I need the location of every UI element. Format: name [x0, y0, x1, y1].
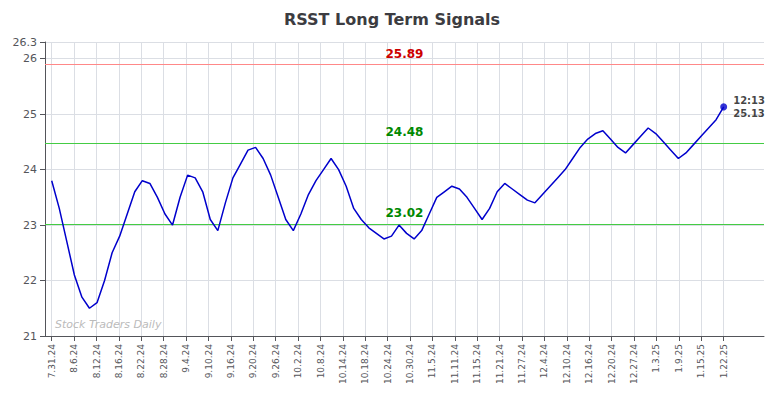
svg-text:9.26.24: 9.26.24	[271, 344, 281, 379]
svg-text:26.3: 26.3	[13, 36, 38, 49]
svg-text:10.8.24: 10.8.24	[316, 344, 326, 379]
svg-text:10.24.24: 10.24.24	[383, 344, 393, 384]
svg-text:11.5.24: 11.5.24	[427, 344, 437, 379]
svg-text:1.15.25: 1.15.25	[696, 344, 706, 378]
svg-text:1.3.25: 1.3.25	[651, 344, 661, 373]
svg-text:8.12.24: 8.12.24	[92, 344, 102, 379]
svg-text:10.14.24: 10.14.24	[338, 344, 348, 384]
svg-text:8.22.24: 8.22.24	[136, 344, 146, 379]
svg-text:9.16.24: 9.16.24	[226, 344, 236, 379]
svg-text:10.2.24: 10.2.24	[293, 344, 303, 379]
svg-text:11.15.24: 11.15.24	[472, 344, 482, 384]
svg-text:1.9.25: 1.9.25	[674, 344, 684, 373]
svg-text:25.13: 25.13	[733, 108, 765, 119]
svg-text:12.10.24: 12.10.24	[562, 344, 572, 384]
svg-text:9.10.24: 9.10.24	[204, 344, 214, 379]
svg-text:12:13: 12:13	[733, 95, 765, 106]
svg-text:24.48: 24.48	[386, 125, 424, 139]
svg-text:10.18.24: 10.18.24	[360, 344, 370, 384]
svg-text:12.16.24: 12.16.24	[584, 344, 594, 384]
svg-text:9.4.24: 9.4.24	[181, 344, 191, 373]
svg-text:25: 25	[23, 108, 37, 121]
svg-text:8.28.24: 8.28.24	[159, 344, 169, 379]
svg-text:23.02: 23.02	[386, 206, 424, 220]
svg-text:12.4.24: 12.4.24	[539, 344, 549, 379]
svg-text:7.31.24: 7.31.24	[47, 344, 57, 379]
svg-text:24: 24	[23, 163, 37, 176]
svg-text:21: 21	[23, 330, 37, 343]
svg-text:8.16.24: 8.16.24	[114, 344, 124, 379]
svg-text:RSST Long Term Signals: RSST Long Term Signals	[284, 10, 500, 29]
svg-text:26: 26	[23, 52, 37, 65]
svg-text:11.27.24: 11.27.24	[517, 344, 527, 384]
svg-text:12.27.24: 12.27.24	[629, 344, 639, 384]
svg-text:25.89: 25.89	[386, 47, 424, 61]
svg-text:Stock Traders Daily: Stock Traders Daily	[55, 318, 162, 331]
svg-text:23: 23	[23, 219, 37, 232]
svg-text:10.30.24: 10.30.24	[405, 344, 415, 384]
svg-text:8.6.24: 8.6.24	[69, 344, 79, 373]
svg-text:11.21.24: 11.21.24	[495, 344, 505, 384]
svg-text:9.20.24: 9.20.24	[248, 344, 258, 379]
svg-text:12.20.24: 12.20.24	[607, 344, 617, 384]
svg-text:22: 22	[23, 274, 37, 287]
svg-text:11.11.24: 11.11.24	[450, 344, 460, 384]
svg-text:1.22.25: 1.22.25	[719, 344, 729, 378]
